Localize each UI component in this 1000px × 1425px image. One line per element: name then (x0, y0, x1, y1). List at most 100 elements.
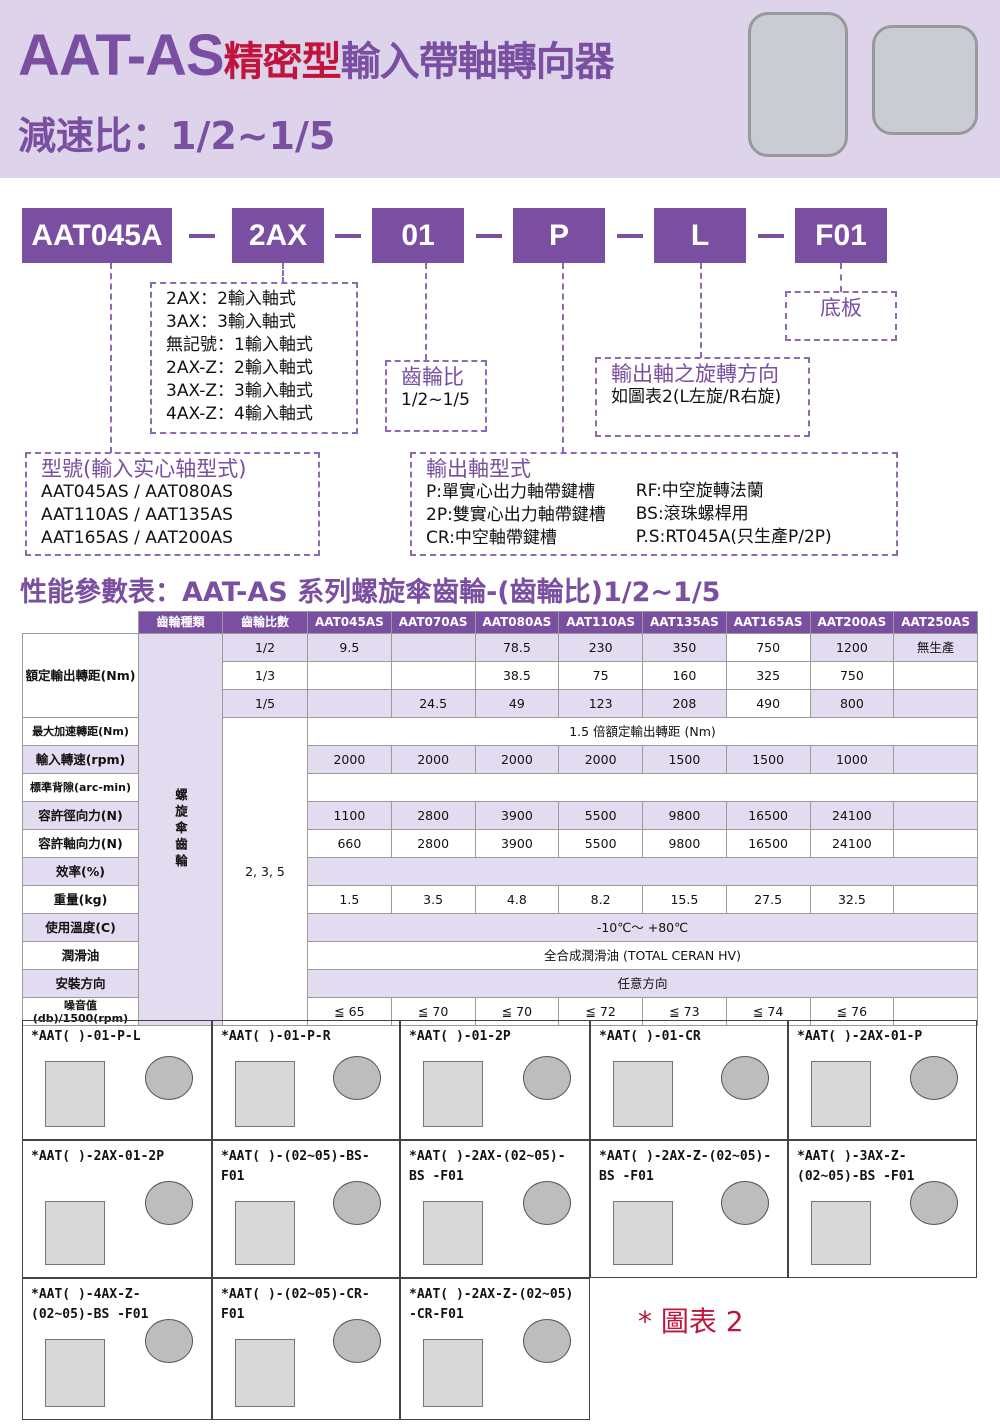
table-cell: 9.5 (307, 633, 392, 662)
code-part: P (513, 208, 605, 263)
table-cell (893, 801, 978, 830)
column-header: 齒輪種類 (138, 611, 223, 634)
table-cell: 27.5 (725, 885, 811, 914)
model-box-title: 型號(輸入实心轴型式) (41, 457, 247, 481)
table-cell: 49 (474, 689, 560, 718)
diagram-caption: *AAT( )-2AX-Z-(02~05)-BS -F01 (599, 1149, 772, 1184)
row-label: 容許軸向力(N) (22, 829, 139, 858)
table-cell: 123 (558, 689, 643, 718)
table-cell: 1500 (642, 745, 727, 774)
diagram-caption: *AAT( )-01-CR (599, 1029, 701, 1044)
row-label: 噪音值(db)/1500(rpm) (22, 997, 139, 1026)
row-label: 使用溫度(C) (22, 913, 139, 942)
table-cell: 1100 (307, 801, 392, 830)
column-header: AAT110AS (558, 611, 643, 634)
code-dash (757, 234, 784, 238)
diagram-cell: *AAT( )-2AX-Z-(02~05)-BS -F01 (590, 1140, 788, 1278)
span-cell: 任意方向 (307, 969, 978, 998)
diagram-3d-view (145, 1181, 193, 1225)
table-cell: 1.5 (307, 885, 392, 914)
row-label: 額定輸出轉距(Nm) (22, 633, 139, 718)
output-type: CR:中空軸帶鍵槽 (426, 528, 557, 548)
table-cell: 5500 (558, 829, 643, 858)
code-dash (475, 234, 502, 238)
column-header: 齒輪比數 (222, 611, 308, 634)
code-part: 2AX (232, 208, 324, 263)
table-cell: 4.8 (474, 885, 560, 914)
diagram-cell: *AAT( )-01-P-L (22, 1020, 212, 1140)
table-cell: 800 (809, 689, 895, 718)
row-label: 輸入轉速(rpm) (22, 745, 139, 774)
row-label: 容許徑向力(N) (22, 801, 139, 830)
table-cell: 2800 (390, 829, 476, 858)
model-line: AAT165AS / AAT200AS (41, 528, 233, 548)
row-label: 重量(kg) (22, 885, 139, 914)
performance-table: 齒輪種類 齒輪比數 AAT045AS AAT070AS AAT080AS AAT110AS… (22, 611, 978, 1026)
table-cell: 208 (642, 689, 727, 718)
table-cell: 24.5 (390, 689, 476, 718)
code-part: 01 (372, 208, 464, 263)
table-cell: 16500 (725, 829, 811, 858)
diagram-drawing (45, 1061, 105, 1127)
table-cell: 5500 (558, 801, 643, 830)
diagram-drawing (235, 1061, 295, 1127)
table-cell: 2000 (390, 745, 476, 774)
span-cell (307, 857, 978, 886)
model-line: AAT110AS / AAT135AS (41, 505, 233, 525)
table-cell: 325 (725, 661, 811, 690)
table-cell: 230 (558, 633, 643, 662)
header-blank (22, 611, 139, 634)
code-dash (189, 234, 215, 238)
input-shaft-box: 2AX：2輸入軸式 3AX：3輸入軸式 無記號：1輸入軸式 2AX-Z：2輸入軸式 3A… (150, 282, 358, 434)
diagram-caption: *AAT( )-01-2P (409, 1029, 511, 1044)
diagram-3d-view (721, 1181, 769, 1225)
table-cell: 24100 (809, 829, 895, 858)
span-cell: 全合成潤滑油 (TOTAL CERAN HV) (307, 941, 978, 970)
diagram-drawing (423, 1201, 483, 1265)
section-title: 性能參數表：AAT-AS 系列螺旋傘齒輪-(齒輪比)1/2~1/5 (20, 577, 721, 608)
table-cell: 75 (558, 661, 643, 690)
table-cell: ≦ 76 (809, 997, 895, 1026)
diagram-caption: *AAT( )-2AX-(02~05)-BS -F01 (409, 1149, 566, 1184)
diagram-cell: *AAT( )-2AX-01-P (788, 1020, 977, 1140)
input-shaft-option: 4AX-Z：4輸入軸式 (166, 404, 313, 424)
column-header: AAT070AS (390, 611, 476, 634)
code-dash (335, 234, 361, 238)
column-header: AAT200AS (809, 611, 895, 634)
diagram-drawing (235, 1339, 295, 1407)
diagram-cell: *AAT( )-01-CR (590, 1020, 788, 1140)
diagram-3d-view (145, 1056, 193, 1100)
base-box: 底板 (785, 291, 897, 341)
connector (425, 263, 427, 360)
table-cell: 無生產 (893, 633, 978, 662)
diagram-caption: *AAT( )-4AX-Z-(02~05)-BS -F01 (31, 1287, 149, 1322)
gear-ratio-box: 齒輪比 1/2~1/5 (385, 360, 487, 432)
diagram-caption: *AAT( )-3AX-Z-(02~05)-BS -F01 (797, 1149, 915, 1184)
ratio-subtitle: 減速比：1/2~1/5 (18, 114, 336, 158)
diagram-cell: *AAT( )-4AX-Z-(02~05)-BS -F01 (22, 1278, 212, 1420)
column-header: AAT250AS (893, 611, 978, 634)
code-part: F01 (795, 208, 887, 263)
diagram-caption: *AAT( )-(02~05)-BS-F01 (221, 1149, 370, 1184)
input-shaft-option: 2AX-Z：2輸入軸式 (166, 358, 313, 378)
column-header: AAT080AS (474, 611, 560, 634)
row-label: 效率(%) (22, 857, 139, 886)
model-box: 型號(輸入实心轴型式) AAT045AS / AAT080AS AAT110AS /… (25, 452, 320, 556)
output-type: P.S:RT045A(只生產P/2P) (635, 527, 832, 547)
output-type: P:單實心出力軸帶鍵槽 (426, 482, 595, 502)
product-image-2 (872, 25, 978, 135)
table-cell: 9800 (642, 829, 727, 858)
output-box: 輸出軸型式 P:單實心出力軸帶鍵槽 2P:雙實心出力軸帶鍵槽 CR:中空軸帶鍵槽 RF:… (410, 452, 898, 556)
diagram-drawing (45, 1339, 105, 1407)
table-cell: 350 (642, 633, 727, 662)
connector (282, 263, 284, 283)
input-shaft-option: 3AX-Z：3輸入軸式 (166, 381, 313, 401)
span-cell: 1.5 倍額定輸出轉距 (Nm) (307, 717, 978, 746)
diagram-cell: *AAT( )-01-P-R (212, 1020, 400, 1140)
table-cell: ≦ 74 (725, 997, 811, 1026)
diagram-drawing (235, 1201, 295, 1265)
diagram-cell: *AAT( )-2AX-(02~05)-BS -F01 (400, 1140, 590, 1278)
diagram-3d-view (523, 1181, 571, 1225)
table-cell: 1500 (725, 745, 811, 774)
table-cell: 2000 (558, 745, 643, 774)
